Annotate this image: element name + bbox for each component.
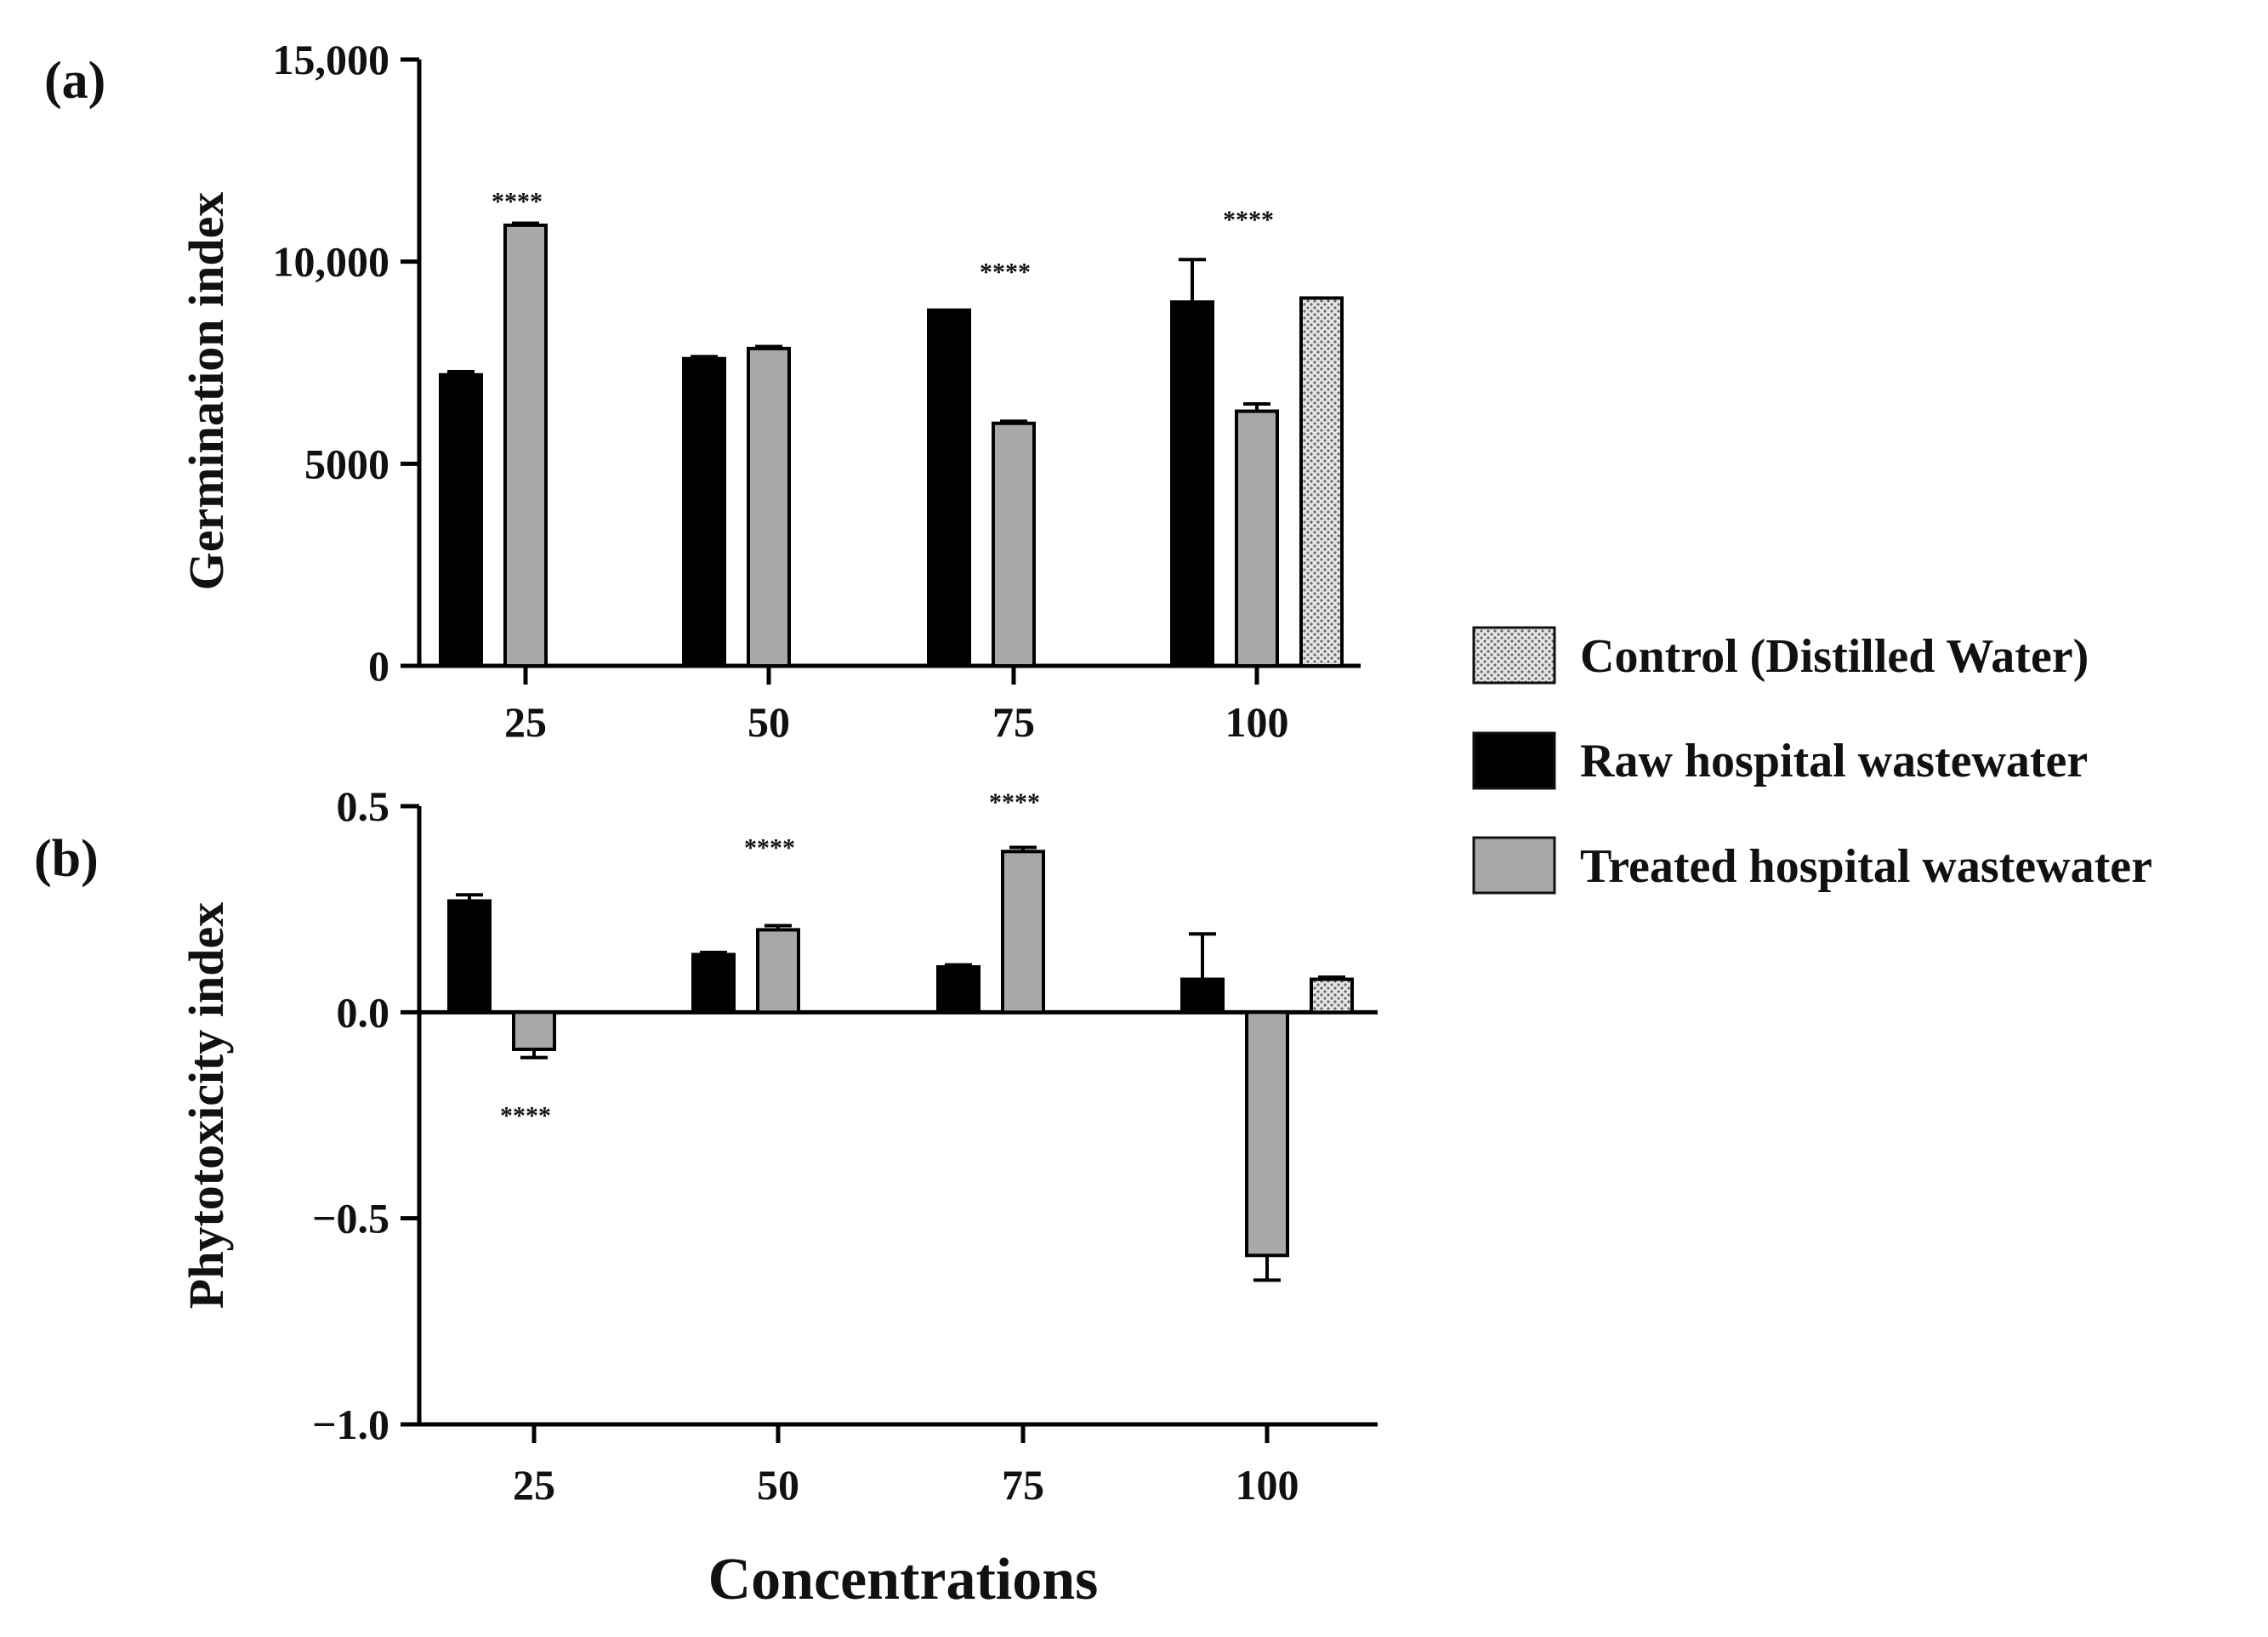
panel-b-y-axis-title: Phytotoxicity index bbox=[179, 902, 234, 1309]
x-tick-label: 75 bbox=[1002, 1461, 1044, 1509]
y-tick-label: 10,000 bbox=[273, 238, 390, 286]
y-tick-label: 5000 bbox=[304, 440, 389, 487]
legend-swatch-raw bbox=[1472, 731, 1556, 790]
bar-raw bbox=[1170, 300, 1214, 668]
panel-b-label: (b) bbox=[34, 830, 99, 888]
significance-marker: **** bbox=[492, 187, 543, 215]
significance-marker: **** bbox=[989, 788, 1040, 816]
bar-treated bbox=[1235, 409, 1279, 668]
legend-label-raw: Raw hospital wastewater bbox=[1580, 735, 2088, 787]
y-tick-label: 0 bbox=[368, 642, 389, 690]
legend-swatch-treated bbox=[1472, 836, 1556, 895]
x-tick-label: 25 bbox=[513, 1461, 555, 1509]
bar-raw bbox=[936, 965, 981, 1015]
bar-raw bbox=[1180, 977, 1225, 1015]
bar-raw bbox=[691, 952, 736, 1015]
legend-swatch-control bbox=[1472, 626, 1556, 685]
significance-marker: **** bbox=[500, 1102, 551, 1130]
legend-label-treated: Treated hospital wastewater bbox=[1580, 840, 2152, 893]
x-tick-label: 25 bbox=[504, 698, 547, 746]
panel-b-plot: −1.0 −0.5 0.0 0.5 25 50 75 100 **** **** **** bbox=[312, 782, 1378, 1509]
significance-marker: **** bbox=[744, 833, 795, 861]
x-tick-label: 50 bbox=[747, 698, 790, 746]
bar-treated bbox=[503, 223, 548, 668]
y-tick-label: 0.0 bbox=[337, 988, 390, 1036]
bar-treated bbox=[747, 346, 791, 668]
bar-control bbox=[1310, 977, 1354, 1015]
x-axis-title: Concentrations bbox=[708, 1547, 1099, 1612]
y-tick-label: −0.5 bbox=[312, 1195, 389, 1242]
significance-marker: **** bbox=[980, 259, 1031, 287]
bar-treated bbox=[992, 421, 1036, 668]
legend-label-control: Control (Distilled Water) bbox=[1580, 630, 2089, 683]
x-tick-label: 100 bbox=[1236, 1461, 1299, 1509]
bar-raw bbox=[439, 372, 483, 668]
bar-treated bbox=[512, 1010, 556, 1051]
bar-treated bbox=[1001, 850, 1045, 1015]
bar-raw bbox=[682, 356, 726, 668]
y-tick-label: −1.0 bbox=[312, 1401, 389, 1448]
bar-raw bbox=[447, 899, 492, 1015]
x-tick-label: 50 bbox=[757, 1461, 799, 1509]
panel-a-y-axis-title: Germination index bbox=[179, 192, 234, 591]
y-tick-label: 0.5 bbox=[337, 782, 390, 830]
x-tick-label: 75 bbox=[992, 698, 1035, 746]
bar-treated bbox=[756, 928, 800, 1015]
legend: Control (Distilled Water) Raw hospital w… bbox=[1472, 626, 2152, 895]
bar-raw bbox=[927, 308, 971, 668]
bar-treated bbox=[1245, 1010, 1289, 1258]
y-tick-label: 15,000 bbox=[273, 36, 390, 83]
panel-a-plot: 0 5000 10,000 15,000 25 50 75 100 **** **** **** bbox=[273, 36, 1361, 746]
panel-a-label: (a) bbox=[44, 52, 105, 110]
significance-marker: **** bbox=[1223, 206, 1274, 234]
x-tick-label: 100 bbox=[1225, 698, 1289, 746]
bar-control bbox=[1299, 296, 1344, 668]
